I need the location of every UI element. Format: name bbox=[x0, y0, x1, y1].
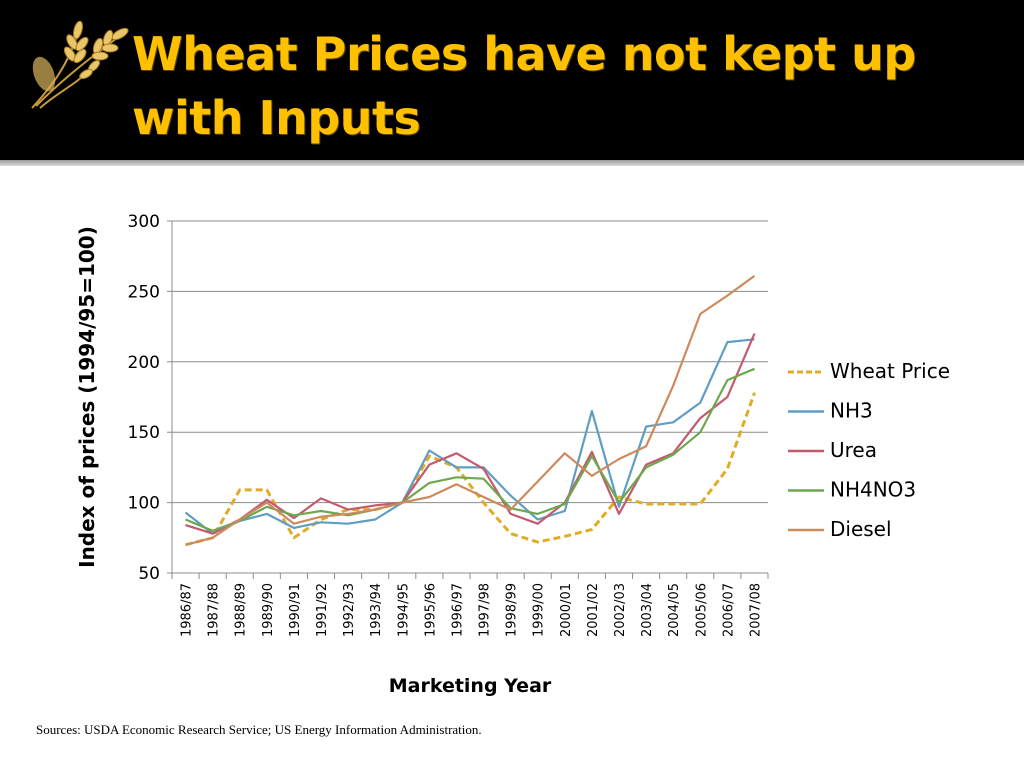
x-tick-label: 1995/96 bbox=[423, 583, 438, 637]
x-tick-label: 1994/95 bbox=[396, 583, 411, 637]
y-tick-label: 100 bbox=[128, 494, 160, 514]
x-tick-label: 1996/97 bbox=[450, 583, 465, 637]
header-divider bbox=[0, 160, 1024, 166]
y-tick-label: 300 bbox=[128, 212, 160, 232]
y-tick-label: 250 bbox=[128, 282, 160, 302]
x-tick-label: 2001/02 bbox=[586, 583, 601, 637]
x-tick-label: 1998/99 bbox=[505, 583, 520, 637]
legend-label: Wheat Price bbox=[830, 359, 950, 383]
legend-label: Diesel bbox=[830, 517, 892, 541]
x-tick-label: 1999/00 bbox=[532, 583, 547, 637]
x-tick-label: 2005/06 bbox=[694, 583, 709, 637]
legend-label: Urea bbox=[830, 438, 877, 462]
sources-note: Sources: USDA Economic Research Service;… bbox=[36, 722, 482, 737]
chart-series bbox=[184, 275, 756, 547]
legend-label: NH3 bbox=[830, 399, 873, 423]
x-tick-label: 1991/92 bbox=[315, 583, 330, 637]
x-tick-label: 1988/89 bbox=[234, 583, 249, 637]
series-line-nh4no3 bbox=[185, 367, 755, 532]
title-bar bbox=[0, 0, 1024, 160]
x-tick-label: 1992/93 bbox=[342, 583, 357, 637]
series-line-urea bbox=[185, 333, 756, 535]
x-axis-label: Marketing Year bbox=[389, 675, 552, 697]
line-chart: 50 100 150 200 250 300 1986/87 1987/88 1988/89 19… bbox=[75, 212, 950, 697]
x-tick-label: 1986/87 bbox=[180, 583, 195, 637]
chart-gridlines bbox=[172, 220, 768, 574]
y-tick-label: 200 bbox=[128, 353, 160, 373]
series-line-nh3 bbox=[184, 338, 755, 535]
series-line-diesel bbox=[185, 275, 756, 546]
x-tick-label: 2007/08 bbox=[748, 583, 763, 637]
chart-legend: Wheat Price NH3 Urea NH4NO3 Diesel bbox=[788, 359, 950, 541]
chart-axes: 50 100 150 200 250 300 1986/87 1987/88 1988/89 19… bbox=[128, 212, 769, 637]
x-tick-label: 2000/01 bbox=[559, 583, 574, 637]
slide-title: Wheat Prices have not kept up with Input… bbox=[132, 27, 916, 145]
x-tick-label: 1997/98 bbox=[478, 583, 493, 637]
legend-label: NH4NO3 bbox=[830, 478, 916, 502]
y-axis-label: Index of prices (1994/95=100) bbox=[75, 226, 99, 568]
y-tick-label: 150 bbox=[128, 423, 160, 443]
x-tick-label: 1989/90 bbox=[261, 583, 276, 637]
x-tick-label: 1987/88 bbox=[207, 583, 222, 637]
wheat-icon bbox=[31, 20, 129, 109]
y-tick-label: 50 bbox=[138, 564, 160, 584]
x-tick-label: 1993/94 bbox=[369, 583, 384, 637]
x-tick-label: 1990/91 bbox=[288, 583, 303, 637]
x-tick-label: 2002/03 bbox=[613, 583, 628, 637]
series-line-wheat-price bbox=[185, 392, 756, 547]
x-tick-label: 2004/05 bbox=[667, 583, 682, 637]
x-tick-label: 2006/07 bbox=[721, 583, 736, 637]
x-tick-label: 2003/04 bbox=[640, 583, 655, 637]
